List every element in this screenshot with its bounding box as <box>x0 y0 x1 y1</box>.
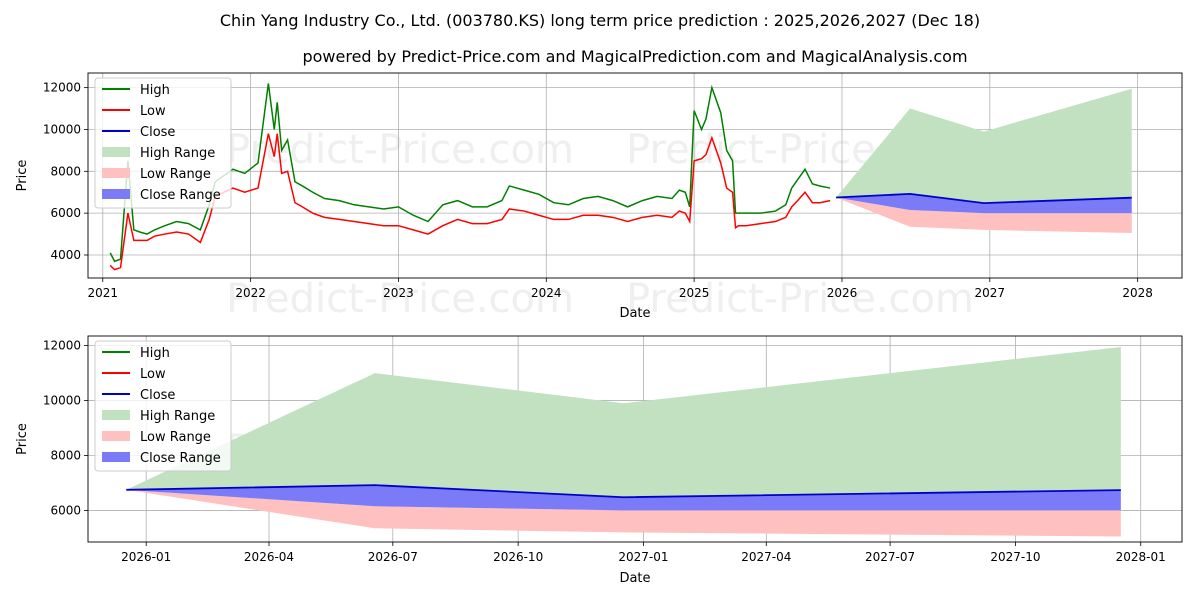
x-tick-label: 2025 <box>679 286 710 300</box>
legend-label: Close Range <box>140 451 221 466</box>
close-line <box>126 484 1121 499</box>
y-tick-label: 6000 <box>50 206 81 220</box>
y-tick-label: 12000 <box>43 339 81 353</box>
x-tick-label: 2026-10 <box>493 550 543 564</box>
chart-title: Chin Yang Industry Co., Ltd. (003780.KS)… <box>220 11 980 30</box>
legend-label: High <box>140 346 170 361</box>
y-axis-label: Price <box>15 160 30 192</box>
y-tick-label: 6000 <box>50 503 81 517</box>
watermark-text: Predict-Price.com <box>226 276 574 322</box>
top-panel: Predict-Price.com Predict-Price.com Predic… <box>15 72 1183 322</box>
plot-series <box>109 83 1132 271</box>
low-range-area <box>126 489 1121 537</box>
x-tick-label: 2026-04 <box>244 550 294 564</box>
y-tick-label: 8000 <box>50 164 81 178</box>
legend-label: Low Range <box>140 167 211 182</box>
y-tick-label: 10000 <box>43 394 81 408</box>
x-tick-label: 2026-01 <box>121 550 171 564</box>
x-tick-label: 2027-10 <box>990 550 1040 564</box>
x-tick-label: 2027-04 <box>741 550 791 564</box>
y-tick-label: 10000 <box>43 122 81 136</box>
y-tick-label: 12000 <box>43 81 81 95</box>
legend-label: Low <box>140 104 166 119</box>
x-tick-label: 2027 <box>975 286 1006 300</box>
watermark-text: Predict-Price.com <box>626 276 974 322</box>
legend-label: Close <box>140 388 175 403</box>
legend-label: Low <box>140 367 166 382</box>
watermark-text: Predict-Price.com <box>226 127 574 173</box>
x-axis-label: Date <box>619 571 650 586</box>
bottom-panel: Predict-Price.comPredict-Price.com2026-0… <box>15 335 1183 586</box>
legend-label: Close <box>140 125 175 140</box>
y-axis-label: Price <box>15 423 30 455</box>
close-line <box>836 193 1132 205</box>
x-tick-label: 2023 <box>383 286 414 300</box>
x-tick-label: 2026 <box>827 286 858 300</box>
low-range-area <box>836 197 1132 234</box>
y-tick-label: 8000 <box>50 448 81 462</box>
legend-label: High <box>140 83 170 98</box>
legend-swatch-patch <box>102 452 130 462</box>
x-tick-label: 2024 <box>531 286 562 300</box>
x-tick-label: 2028-01 <box>1116 550 1166 564</box>
axes-frame <box>87 72 1183 279</box>
legend-swatch-patch <box>102 189 130 199</box>
x-tick-label: 2027-01 <box>618 550 668 564</box>
x-tick-label: 2028 <box>1122 286 1153 300</box>
legend-swatch-patch <box>102 168 130 178</box>
chart-subtitle: powered by Predict-Price.com and Magical… <box>302 47 967 66</box>
legend-label: High Range <box>140 409 215 424</box>
high-range-area <box>836 88 1132 204</box>
legend-swatch-patch <box>102 431 130 441</box>
legend-swatch-patch <box>102 410 130 420</box>
legend-swatch-patch <box>102 147 130 157</box>
plot-series <box>126 346 1121 537</box>
axes-frame <box>87 335 1183 543</box>
x-tick-label: 2021 <box>88 286 119 300</box>
x-axis-label: Date <box>619 306 650 321</box>
low-line <box>109 133 831 271</box>
x-tick-label: 2022 <box>235 286 266 300</box>
x-tick-label: 2026-07 <box>368 550 418 564</box>
y-tick-label: 4000 <box>50 248 81 262</box>
legend-label: Low Range <box>140 430 211 445</box>
legend-label: Close Range <box>140 188 221 203</box>
legend-label: High Range <box>140 146 215 161</box>
high-range-area <box>126 346 1121 498</box>
x-tick-label: 2027-07 <box>865 550 915 564</box>
